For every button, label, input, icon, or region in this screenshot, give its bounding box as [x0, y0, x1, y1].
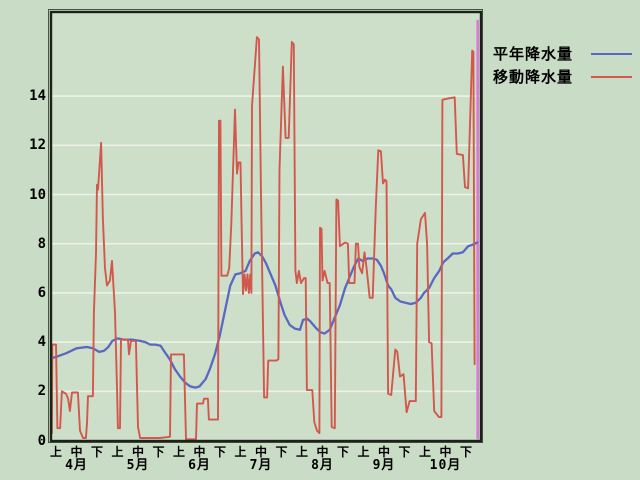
- x-axis-period-label: 中: [193, 445, 206, 459]
- x-axis-period-label: 上: [357, 445, 370, 459]
- x-axis-period-label: 中: [131, 445, 145, 459]
- chart-legend: 平年降水量 移動降水量: [493, 42, 632, 88]
- x-axis-month-label: 10月: [429, 458, 462, 473]
- x-axis-month-label: 7月: [249, 458, 273, 473]
- x-axis-month-label: 5月: [126, 458, 150, 473]
- x-axis-period-label: 中: [254, 445, 268, 459]
- x-axis-month-label: 6月: [188, 458, 211, 473]
- x-axis-period-label: 上: [418, 445, 432, 459]
- y-axis-tick-label: 12: [29, 137, 46, 154]
- x-axis-period-label: 中: [377, 445, 391, 459]
- legend-line-red-icon: [591, 75, 632, 78]
- legend-line-blue-icon: [591, 52, 632, 55]
- x-axis-period-label: 下: [459, 445, 473, 459]
- y-axis-tick-label: 0: [37, 432, 46, 449]
- legend-item-moving-precipitation: 移動降水量: [493, 65, 632, 88]
- legend-label-moving-precipitation: 移動降水量: [493, 68, 574, 86]
- y-axis-tick-label: 14: [29, 88, 46, 105]
- x-axis-period-label: 下: [90, 445, 104, 459]
- x-axis-period-label: 上: [49, 445, 63, 459]
- y-axis-tick-label: 2: [37, 383, 46, 400]
- x-axis-period-label: 下: [398, 445, 411, 459]
- y-axis-tick-label: 10: [29, 186, 46, 203]
- x-axis-period-label: 中: [439, 445, 452, 459]
- legend-label-normal-precipitation: 平年降水量: [493, 45, 574, 63]
- x-axis-period-label: 下: [152, 445, 165, 459]
- x-axis-period-label: 中: [70, 445, 83, 459]
- x-axis-period-label: 上: [234, 445, 247, 459]
- legend-item-normal-precipitation: 平年降水量: [493, 42, 632, 65]
- x-axis-period-label: 下: [336, 445, 350, 459]
- x-axis-period-label: 上: [295, 445, 309, 459]
- y-axis-tick-label: 6: [37, 284, 46, 301]
- y-axis-tick-label: 4: [37, 334, 46, 351]
- x-axis-period-label: 中: [316, 445, 329, 459]
- y-axis-tick-label: 8: [37, 235, 46, 252]
- x-axis-month-label: 9月: [372, 458, 396, 473]
- x-axis-period-label: 上: [111, 445, 124, 459]
- x-axis-month-label: 4月: [65, 458, 88, 473]
- x-axis-period-label: 上: [172, 445, 186, 459]
- x-axis-period-label: 下: [213, 445, 227, 459]
- x-axis-month-label: 8月: [311, 458, 334, 473]
- x-axis-period-label: 下: [275, 445, 288, 459]
